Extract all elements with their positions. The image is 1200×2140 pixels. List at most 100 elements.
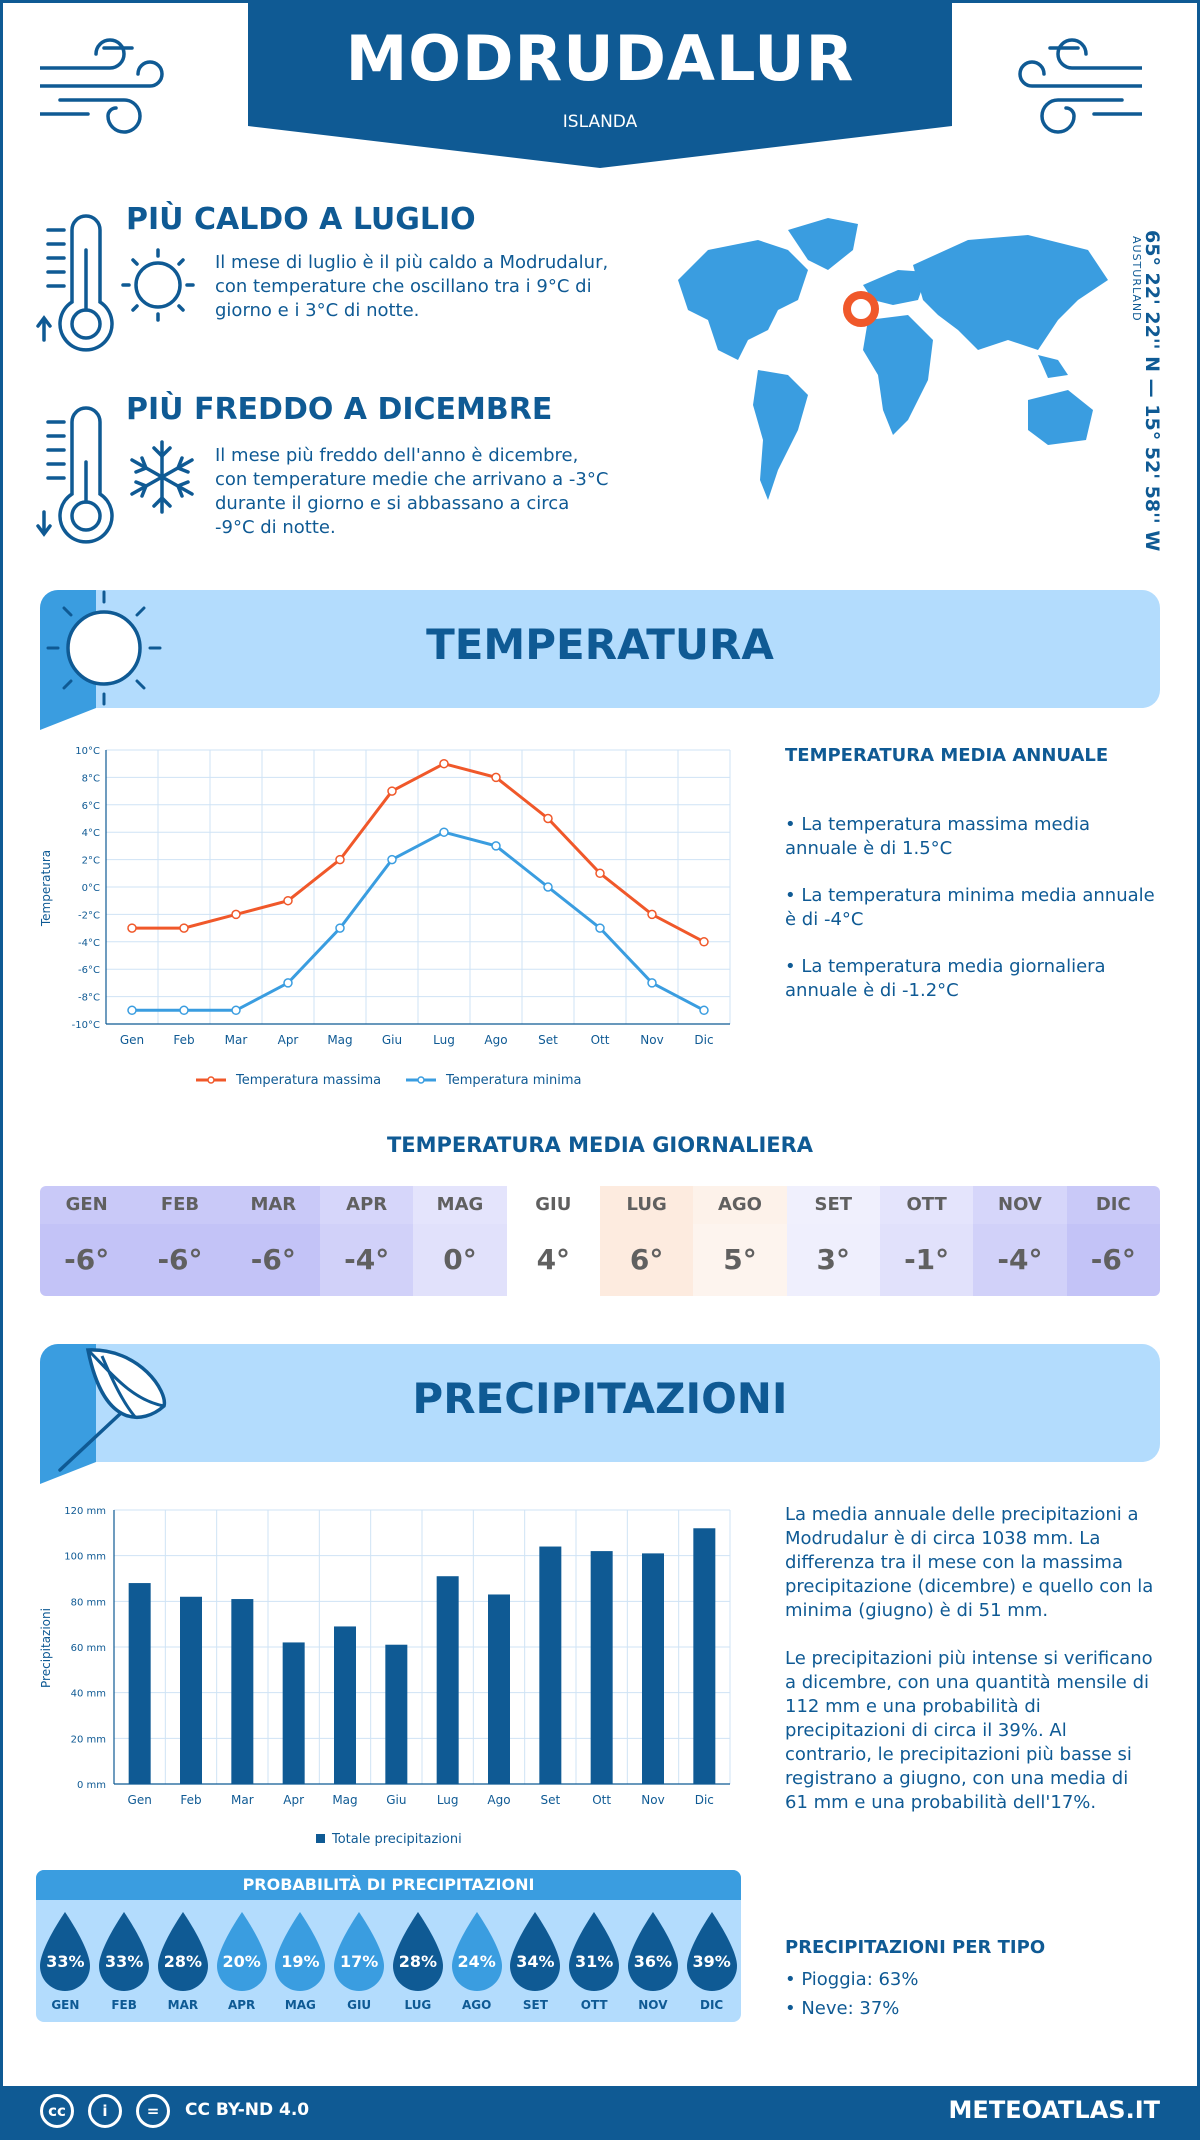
page-title: MODRUDALUR: [345, 22, 855, 95]
temperature-x-ticks: Gen Feb Mar Apr Mag Giu Lug Ago Set Ott Nov Dic: [120, 1033, 714, 1047]
data-point: [127, 923, 137, 933]
wind-icon: [40, 38, 164, 134]
title-banner: [248, 0, 952, 168]
precip-probability-drop: 33% FEB: [95, 1910, 153, 2012]
data-point: [491, 772, 501, 783]
daily-temp-value: -6°: [226, 1224, 320, 1296]
no-derivatives-icon: =: [136, 2094, 170, 2128]
precipitation-grid: [113, 1509, 731, 1785]
precip-probability-month: MAG: [284, 1998, 316, 2012]
precip-bar: [385, 1644, 408, 1784]
cc-icon: cc: [40, 2094, 74, 2128]
daily-temp-cell: APR -4°: [319, 1186, 414, 1296]
y-tick-label: 6°C: [82, 801, 100, 812]
y-tick-label: 20 mm: [71, 1734, 106, 1745]
raindrop-icon: [627, 1912, 678, 1991]
precip-probability-drop: 31% OTT: [565, 1910, 623, 2012]
site-link[interactable]: METEOATLAS.IT: [948, 2096, 1160, 2124]
precip-probability-value: 28%: [163, 1952, 203, 1971]
x-tick-label: Mag: [332, 1793, 357, 1807]
x-tick-label: Lug: [433, 1033, 455, 1047]
daily-temp-value: -4°: [973, 1224, 1067, 1296]
daily-temp-cell: MAG 0°: [413, 1186, 507, 1296]
raindrop-icon: [569, 1912, 620, 1991]
precip-bar: [180, 1596, 202, 1784]
precip-bar: [436, 1576, 459, 1784]
daily-temp-cell: OTT -1°: [879, 1186, 974, 1296]
series-line-max: [132, 762, 705, 944]
daily-temp-value: 0°: [413, 1224, 507, 1296]
x-tick-label: Set: [540, 1793, 560, 1807]
series-line-min: [132, 830, 705, 1012]
x-tick-label: Giu: [382, 1033, 402, 1047]
cold-month-text: Il mese più freddo dell'anno è dicembre,…: [215, 445, 609, 538]
temperature-banner: [40, 590, 1160, 708]
wind-icon-right: [1018, 38, 1142, 134]
daily-temp-cell: DIC -6°: [1066, 1186, 1160, 1296]
coordinates-text: 65° 22' 22'' N — 15° 52' 58'' W: [1141, 230, 1163, 552]
daily-temp-value: 3°: [786, 1224, 880, 1296]
y-tick-label: 0°C: [82, 883, 100, 894]
x-tick-label: Lug: [437, 1793, 459, 1807]
daily-temp-month: MAG: [413, 1186, 507, 1224]
x-tick-label: Nov: [641, 1793, 664, 1807]
precipitation-chart: 0 mm 20 mm 40 mm 60 mm 80 mm 100 mm 120 mm Gen…: [39, 1506, 731, 1847]
precip-probability-drop: 36% NOV: [624, 1910, 682, 2012]
precip-probability-value: 34%: [516, 1952, 555, 1971]
precip-probability-month: APR: [227, 1998, 256, 2012]
hot-month-title: PIÙ CALDO A LUGLIO: [126, 202, 476, 237]
y-tick-label: 120 mm: [64, 1506, 106, 1517]
raindrop-icon: [40, 1912, 91, 1991]
license-text: CC BY-ND 4.0: [185, 2100, 310, 2120]
data-point: [179, 923, 189, 933]
cold-month-title: PIÙ FREDDO A DICEMBRE: [126, 392, 553, 427]
y-tick-label: 60 mm: [71, 1643, 106, 1654]
precip-text-2: Le precipitazioni più intense si verific…: [785, 1648, 1153, 1813]
data-point: [543, 882, 553, 892]
precipitation-banner: [40, 1344, 1160, 1462]
precip-bar: [488, 1594, 510, 1784]
world-map: [678, 218, 1108, 500]
precip-text-1: La media annuale delle precipitazioni a …: [785, 1504, 1154, 1621]
daily-temp-cell: SET 3°: [786, 1186, 880, 1296]
footer: [0, 2086, 1200, 2140]
x-tick-label: Ott: [591, 1033, 610, 1047]
daily-temp-cell: GEN -6°: [40, 1186, 134, 1296]
y-tick-label: 100 mm: [64, 1552, 106, 1563]
raindrop-icon: [392, 1912, 443, 1991]
precip-probability-drop: 33% GEN: [36, 1910, 94, 2012]
data-point: [699, 937, 709, 947]
precip-bar: [642, 1553, 664, 1784]
daily-temp-title: TEMPERATURA MEDIA GIORNALIERA: [386, 1133, 814, 1157]
daily-temp-cell: NOV -4°: [973, 1186, 1067, 1296]
precip-probability-month: AGO: [461, 1998, 492, 2012]
temperature-chart: -10°C -8°C -6°C -4°C -2°C 0°C 2°C 4°C 6°C 8°C 10°C…: [39, 746, 731, 1088]
data-point: [231, 909, 241, 920]
annual-temp-title: TEMPERATURA MEDIA ANNUALE: [785, 745, 1109, 766]
daily-temp-month: DIC: [1066, 1186, 1160, 1224]
y-tick-label: 4°C: [82, 828, 100, 839]
data-point: [647, 978, 657, 988]
daily-temp-month: OTT: [879, 1186, 974, 1224]
daily-temp-month: MAR: [226, 1186, 320, 1224]
x-tick-label: Gen: [120, 1033, 144, 1047]
raindrop-icon: [216, 1912, 267, 1991]
precip-bar: [231, 1599, 254, 1784]
temperature-series: [127, 758, 709, 1016]
temperature-grid: [105, 749, 731, 1025]
x-tick-label: Set: [538, 1033, 558, 1047]
daily-temp-value: -6°: [40, 1224, 134, 1296]
precip-probability-month: MAR: [167, 1998, 199, 2012]
coordinates: 65° 22' 22'' N — 15° 52' 58'' W AUSTURLA…: [1130, 230, 1175, 551]
daily-temp-month: FEB: [133, 1186, 227, 1224]
x-tick-label: Mar: [231, 1793, 254, 1807]
precip-type-rain: • Pioggia: 63%: [785, 1969, 919, 1990]
daily-temp-month: APR: [319, 1186, 414, 1224]
data-point: [387, 854, 397, 865]
data-point: [283, 895, 293, 906]
precip-probability-value: 28%: [398, 1952, 438, 1971]
legend-min-label: Temperatura minima: [445, 1073, 582, 1088]
data-point: [595, 868, 605, 879]
data-point: [335, 923, 345, 933]
precip-probability-value: 20%: [222, 1952, 261, 1971]
